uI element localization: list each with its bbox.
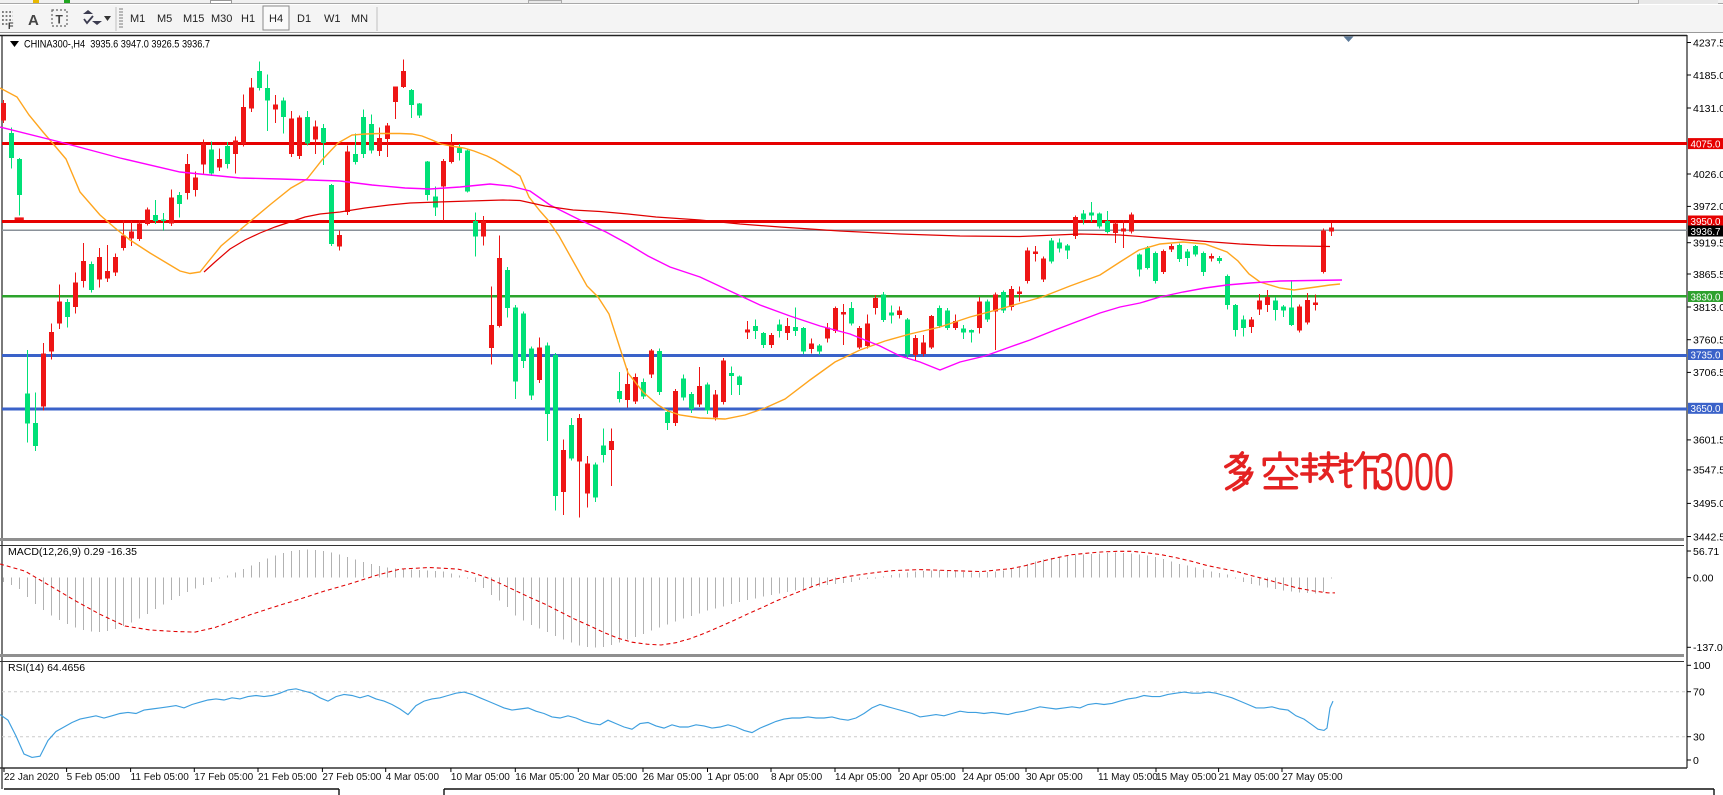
svg-text:24 Apr 05:00: 24 Apr 05:00 xyxy=(963,772,1020,783)
svg-text:14 Apr 05:00: 14 Apr 05:00 xyxy=(835,772,892,783)
svg-text:3950.0: 3950.0 xyxy=(1691,216,1721,228)
svg-text:3547.5: 3547.5 xyxy=(1693,465,1723,477)
svg-text:10 Mar 05:00: 10 Mar 05:00 xyxy=(451,772,510,783)
svg-text:3706.5: 3706.5 xyxy=(1693,367,1723,379)
svg-text:17 Feb 05:00: 17 Feb 05:00 xyxy=(194,772,253,783)
svg-text:RSI(14) 64.4656: RSI(14) 64.4656 xyxy=(8,662,85,674)
svg-text:MN: MN xyxy=(351,13,368,25)
svg-text:CHINA300-,H4 3935.6 3947.0 39: CHINA300-,H4 3935.6 3947.0 3926.5 3936.7 xyxy=(24,39,210,51)
svg-text:D1: D1 xyxy=(297,13,311,25)
svg-text:3735.0: 3735.0 xyxy=(1691,349,1721,361)
svg-text:H1: H1 xyxy=(241,13,255,25)
svg-text:A: A xyxy=(28,12,39,29)
svg-text:4026.0: 4026.0 xyxy=(1693,169,1723,181)
svg-text:30: 30 xyxy=(1693,732,1705,744)
svg-text:100: 100 xyxy=(1693,660,1711,672)
svg-text:20 Apr 05:00: 20 Apr 05:00 xyxy=(899,772,956,783)
svg-text:M5: M5 xyxy=(157,13,172,25)
svg-text:T: T xyxy=(56,13,64,27)
svg-text:3000: 3000 xyxy=(1374,443,1454,502)
svg-text:0.00: 0.00 xyxy=(1693,573,1714,585)
svg-text:3495.0: 3495.0 xyxy=(1693,498,1723,510)
svg-text:0: 0 xyxy=(1693,755,1699,767)
svg-text:3601.5: 3601.5 xyxy=(1693,435,1723,447)
svg-text:4237.5: 4237.5 xyxy=(1693,37,1723,49)
svg-text:20 Mar 05:00: 20 Mar 05:00 xyxy=(578,772,637,783)
svg-text:W1: W1 xyxy=(324,13,341,25)
svg-text:22 Jan 2020: 22 Jan 2020 xyxy=(4,772,59,783)
svg-text:3865.5: 3865.5 xyxy=(1693,269,1723,281)
svg-text:5 Feb 05:00: 5 Feb 05:00 xyxy=(67,772,121,783)
svg-text:56.71: 56.71 xyxy=(1693,546,1719,558)
svg-text:3442.5: 3442.5 xyxy=(1693,531,1723,543)
svg-text:MACD(12,26,9) 0.29 -16.35: MACD(12,26,9) 0.29 -16.35 xyxy=(8,546,137,558)
svg-text:4185.0: 4185.0 xyxy=(1693,70,1723,82)
svg-text:4131.0: 4131.0 xyxy=(1693,103,1723,115)
svg-text:F: F xyxy=(8,21,14,31)
svg-text:M15: M15 xyxy=(183,13,204,25)
svg-text:3936.7: 3936.7 xyxy=(1691,226,1721,238)
svg-text:H4: H4 xyxy=(269,13,283,25)
svg-text:8 Apr 05:00: 8 Apr 05:00 xyxy=(771,772,823,783)
svg-text:3760.5: 3760.5 xyxy=(1693,335,1723,347)
svg-text:11 May 05:00: 11 May 05:00 xyxy=(1098,772,1158,783)
svg-text:4 Mar 05:00: 4 Mar 05:00 xyxy=(386,772,440,783)
svg-text:15 May 05:00: 15 May 05:00 xyxy=(1156,772,1217,783)
svg-text:27 May 05:00: 27 May 05:00 xyxy=(1282,772,1343,783)
svg-text:26 Mar 05:00: 26 Mar 05:00 xyxy=(643,772,702,783)
svg-text:-137.01: -137.01 xyxy=(1693,642,1723,654)
svg-text:M30: M30 xyxy=(211,13,232,25)
svg-text:21 May 05:00: 21 May 05:00 xyxy=(1219,772,1280,783)
svg-text:3830.0: 3830.0 xyxy=(1691,291,1721,303)
svg-text:3650.0: 3650.0 xyxy=(1691,403,1721,415)
svg-text:3972.0: 3972.0 xyxy=(1693,201,1723,213)
svg-text:27 Feb 05:00: 27 Feb 05:00 xyxy=(322,772,381,783)
svg-text:70: 70 xyxy=(1693,687,1705,699)
svg-text:11 Feb 05:00: 11 Feb 05:00 xyxy=(131,772,190,783)
svg-text:1 Apr 05:00: 1 Apr 05:00 xyxy=(708,772,760,783)
svg-text:4075.0: 4075.0 xyxy=(1691,138,1721,150)
svg-text:30 Apr 05:00: 30 Apr 05:00 xyxy=(1026,772,1083,783)
svg-text:3813.0: 3813.0 xyxy=(1693,302,1723,314)
svg-text:21 Feb 05:00: 21 Feb 05:00 xyxy=(258,772,317,783)
svg-text:16 Mar 05:00: 16 Mar 05:00 xyxy=(515,772,574,783)
svg-text:3919.5: 3919.5 xyxy=(1693,238,1723,250)
svg-text:M1: M1 xyxy=(130,13,145,25)
